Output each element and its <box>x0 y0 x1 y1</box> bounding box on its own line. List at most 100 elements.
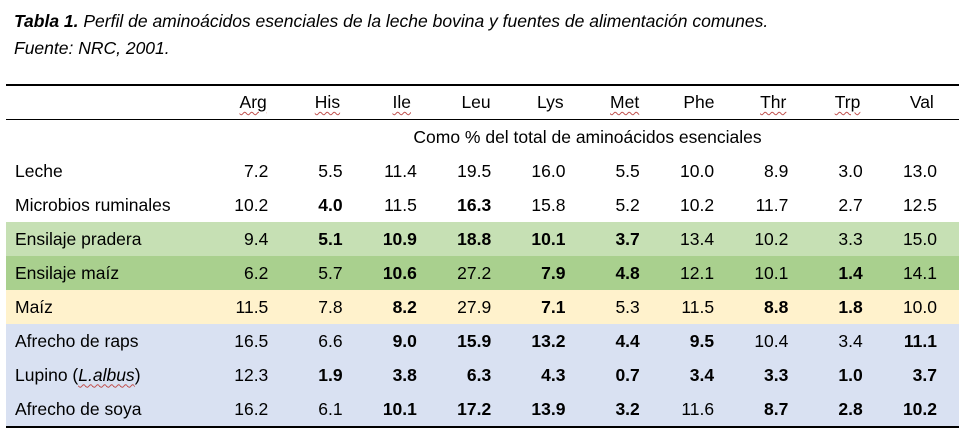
value-cell-phe: 11.5 <box>681 296 715 317</box>
value-cell-met: 5.5 <box>615 160 640 181</box>
value-cell-ile: 11.5 <box>384 194 417 215</box>
value-cell-trp: 2.7 <box>838 194 863 215</box>
value-cell-arg: 16.5 <box>234 330 269 351</box>
row-label: Afrecho de raps <box>15 330 139 351</box>
table-row: Leche 7.2 5.5 11.4 19.5 16.0 5.5 10.0 8.9 3.0 13.0 <box>6 154 959 188</box>
value-cell-arg: 11.5 <box>235 296 269 317</box>
column-header-label: His <box>314 92 341 112</box>
value-cell-thr: 10.2 <box>754 228 789 249</box>
table-corner-cell <box>6 84 216 120</box>
table-caption: Tabla 1. Perfil de aminoácidos esenciale… <box>14 8 949 62</box>
value-cell-thr: 10.4 <box>754 330 789 351</box>
column-header-label: Val <box>909 92 934 112</box>
value-cell-leu: 15.9 <box>457 330 492 351</box>
value-cell-met: 5.2 <box>615 194 640 215</box>
row-label-prefix: Lupino ( <box>15 364 79 385</box>
value-cell-phe: 11.6 <box>661 392 737 428</box>
column-header-label: Lys <box>537 92 564 112</box>
column-header-label: Met <box>610 92 640 112</box>
caption-label: Tabla 1. <box>14 11 79 31</box>
value-cell-val: 10.0 <box>902 296 937 317</box>
value-cell-trp: 3.0 <box>838 160 863 181</box>
value-cell-arg: 9.4 <box>243 228 269 249</box>
row-label-species: L.albus <box>78 364 135 385</box>
row-label-suffix: ) <box>134 364 141 385</box>
table-row: Ensilaje maíz 6.2 5.7 10.6 27.2 7.9 4.8 12.1 10.… <box>6 256 959 290</box>
value-cell-his: 5.1 <box>318 228 343 249</box>
row-label: Ensilaje maíz <box>15 262 120 283</box>
value-cell-phe: 9.5 <box>689 330 715 351</box>
table-row: Ensilaje pradera 9.4 5.1 10.9 18.8 10.1 3.7 13.… <box>6 222 959 256</box>
column-header-label: Thr <box>760 92 787 112</box>
column-header-leu: Leu <box>438 84 514 120</box>
value-cell-arg: 16.2 <box>216 392 291 428</box>
row-label: Leche <box>15 160 63 181</box>
value-cell-lys: 7.1 <box>541 296 566 317</box>
value-cell-leu: 27.2 <box>457 262 492 283</box>
value-cell-ile: 10.9 <box>382 228 417 249</box>
value-cell-trp: 1.4 <box>838 262 863 283</box>
column-header-phe: Phe <box>661 84 737 120</box>
value-cell-leu: 18.8 <box>457 228 492 249</box>
unit-label: Como % del total de aminoácidos esencial… <box>413 126 762 147</box>
value-cell-phe: 12.1 <box>680 262 715 283</box>
value-cell-val: 15.0 <box>902 228 937 249</box>
value-cell-thr: 8.8 <box>764 296 789 317</box>
table-row: Maíz 11.5 7.8 8.2 27.9 7.1 5.3 11.5 8.8 1.8 10.0 <box>6 290 959 324</box>
column-header-lys: Lys <box>513 84 588 120</box>
value-cell-lys: 15.8 <box>531 194 566 215</box>
value-cell-his: 5.5 <box>318 160 343 181</box>
value-cell-arg: 10.2 <box>234 194 269 215</box>
value-cell-his: 1.9 <box>318 364 343 385</box>
value-cell-val: 13.0 <box>902 160 937 181</box>
value-cell-leu: 19.5 <box>457 160 492 181</box>
value-cell-ile: 11.4 <box>384 160 417 181</box>
column-header-trp: Trp <box>810 84 885 120</box>
value-cell-trp: 3.3 <box>838 228 863 249</box>
value-cell-leu: 17.2 <box>438 392 514 428</box>
value-cell-met: 4.8 <box>615 262 640 283</box>
value-cell-met: 3.2 <box>587 392 662 428</box>
unit-row: Como % del total de aminoácidos esencial… <box>6 120 959 155</box>
table-row: Lupino (L.albus) 12.3 1.9 3.8 6.3 4.3 0.7 3.4 3.… <box>6 358 959 392</box>
value-cell-ile: 10.1 <box>364 392 439 428</box>
value-cell-thr: 8.7 <box>736 392 811 428</box>
value-cell-arg: 12.3 <box>234 364 269 385</box>
column-header-label: Phe <box>683 92 715 112</box>
value-cell-val: 14.1 <box>902 262 937 283</box>
column-header-ile: Ile <box>364 84 439 120</box>
table-header-row: Arg His Ile Leu Lys Met Phe Thr Trp Val <box>6 84 959 120</box>
value-cell-phe: 10.0 <box>680 160 715 181</box>
value-cell-phe: 13.4 <box>680 228 715 249</box>
value-cell-val: 12.5 <box>902 194 937 215</box>
value-cell-lys: 13.9 <box>513 392 588 428</box>
value-cell-ile: 9.0 <box>392 330 417 351</box>
table-row: Afrecho de soya 16.2 6.1 10.1 17.2 13.9 3.2 11.… <box>6 392 959 428</box>
row-label: Microbios ruminales <box>15 194 171 215</box>
value-cell-thr: 11.7 <box>755 194 789 215</box>
value-cell-thr: 8.9 <box>764 160 789 181</box>
amino-acid-table-container: Arg His Ile Leu Lys Met Phe Thr Trp Val … <box>6 84 959 428</box>
value-cell-thr: 10.1 <box>754 262 789 283</box>
value-cell-lys: 16.0 <box>531 160 566 181</box>
value-cell-trp: 1.8 <box>838 296 863 317</box>
column-header-his: His <box>290 84 365 120</box>
column-header-val: Val <box>884 84 959 120</box>
value-cell-his: 6.6 <box>318 330 343 351</box>
value-cell-lys: 13.2 <box>531 330 566 351</box>
value-cell-ile: 8.2 <box>392 296 417 317</box>
value-cell-ile: 10.6 <box>382 262 417 283</box>
value-cell-val: 10.2 <box>884 392 959 428</box>
column-header-thr: Thr <box>736 84 811 120</box>
unit-row-spacer <box>6 120 216 155</box>
value-cell-met: 5.3 <box>615 296 640 317</box>
caption-text: Perfil de aminoácidos esenciales de la l… <box>78 11 769 31</box>
value-cell-his: 5.7 <box>318 262 343 283</box>
value-cell-leu: 6.3 <box>466 364 492 385</box>
table-body: Como % del total de aminoácidos esencial… <box>6 120 959 428</box>
value-cell-met: 3.7 <box>615 228 640 249</box>
column-header-arg: Arg <box>216 84 291 120</box>
column-header-label: Leu <box>461 92 491 112</box>
caption-title-line: Tabla 1. Perfil de aminoácidos esenciale… <box>14 8 949 35</box>
value-cell-trp: 2.8 <box>810 392 885 428</box>
